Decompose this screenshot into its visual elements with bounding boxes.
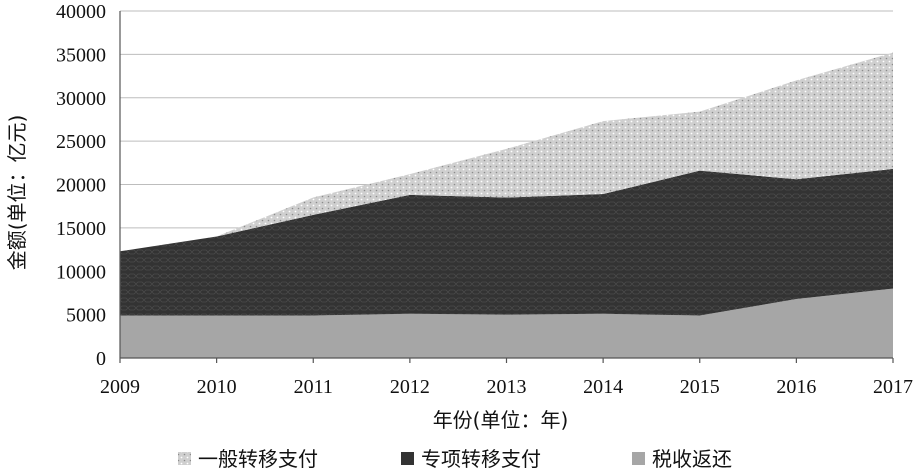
legend-swatch xyxy=(401,452,414,465)
axes xyxy=(119,11,894,363)
area-tax-rebate xyxy=(120,288,893,358)
y-tick-label: 20000 xyxy=(56,175,106,197)
x-axis-title: 年份(单位：年) xyxy=(433,408,569,432)
x-tick-label: 2013 xyxy=(487,376,527,398)
y-tick-label: 5000 xyxy=(66,305,106,327)
x-tick-label: 2014 xyxy=(583,376,623,398)
area-series xyxy=(120,52,893,358)
legend-label: 一般转移支付 xyxy=(198,447,318,471)
y-tick-label: 25000 xyxy=(56,131,106,153)
x-tick-label: 2009 xyxy=(100,376,140,398)
x-tick-label: 2010 xyxy=(197,376,237,398)
y-tick-label: 35000 xyxy=(56,44,106,66)
legend-label: 专项转移支付 xyxy=(421,447,541,471)
x-tick-label: 2016 xyxy=(776,376,816,398)
x-tick-labels: 2009 2010 2011 2012 2013 2014 2015 2016 2017 xyxy=(100,376,913,398)
legend: 一般转移支付 专项转移支付 税收返还 xyxy=(178,447,732,471)
y-axis-title: 金额(单位：亿元) xyxy=(5,115,29,271)
legend-swatch xyxy=(632,452,645,465)
y-tick-labels: 0 5000 10000 15000 20000 25000 30000 35000 40000 xyxy=(56,1,106,370)
y-tick-label: 30000 xyxy=(56,88,106,110)
y-tick-label: 0 xyxy=(96,348,106,370)
area-special-transfer xyxy=(120,168,893,316)
area-general-transfer xyxy=(120,52,893,252)
y-tick-label: 15000 xyxy=(56,218,106,240)
y-tick-label: 40000 xyxy=(56,1,106,23)
x-tick-label: 2015 xyxy=(680,376,720,398)
x-tick-label: 2017 xyxy=(873,376,913,398)
legend-swatch xyxy=(178,452,191,465)
legend-label: 税收返还 xyxy=(652,447,732,471)
x-tick-label: 2012 xyxy=(390,376,430,398)
y-tick-label: 10000 xyxy=(56,261,106,283)
x-tick-label: 2011 xyxy=(294,376,333,398)
